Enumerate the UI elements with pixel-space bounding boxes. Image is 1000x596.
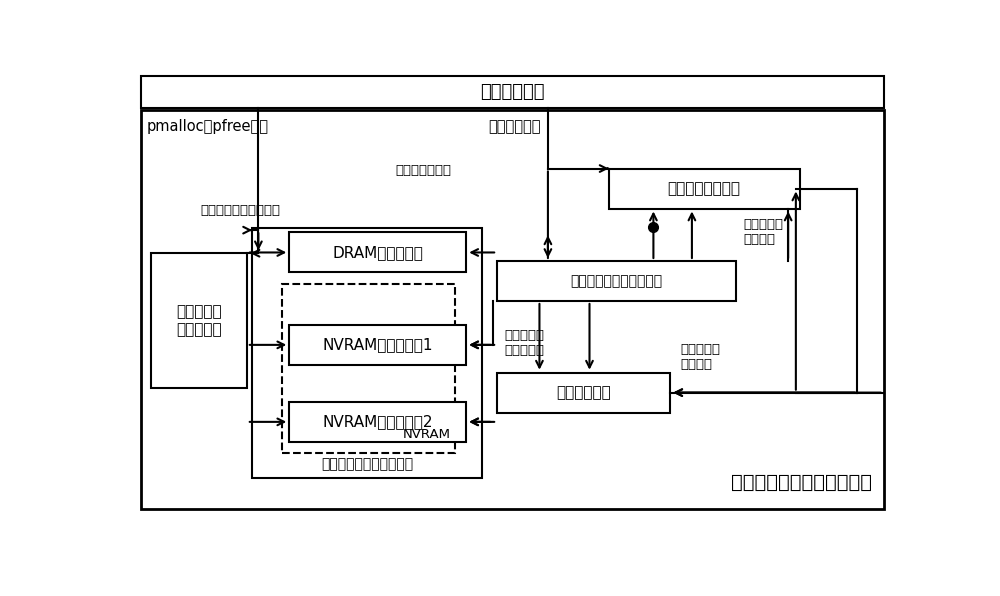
Bar bbox=[289, 402, 466, 442]
Text: 读写访问请求: 读写访问请求 bbox=[488, 119, 540, 134]
Bar bbox=[282, 284, 455, 454]
Bar bbox=[252, 228, 482, 478]
Text: 待备份页面
地址集合: 待备份页面 地址集合 bbox=[680, 343, 720, 371]
Text: 非易失数据版本管理模块: 非易失数据版本管理模块 bbox=[570, 274, 663, 288]
Text: 动态内存资源更新消息: 动态内存资源更新消息 bbox=[201, 204, 281, 218]
Text: NVRAM: NVRAM bbox=[403, 428, 451, 440]
Text: 页面地址集
合查询请求: 页面地址集 合查询请求 bbox=[505, 328, 545, 356]
Text: NVRAM非易失备份2: NVRAM非易失备份2 bbox=[322, 414, 433, 429]
Bar bbox=[609, 169, 800, 209]
Bar bbox=[141, 110, 884, 509]
Bar bbox=[497, 372, 670, 412]
Bar bbox=[497, 261, 736, 301]
Text: 动态非易失内存分配模块: 动态非易失内存分配模块 bbox=[321, 457, 413, 471]
Bar bbox=[289, 232, 466, 272]
Text: pmalloc或pfree请求: pmalloc或pfree请求 bbox=[147, 119, 269, 134]
Text: DRAM缓存资源池: DRAM缓存资源池 bbox=[332, 245, 423, 260]
Text: 非易失内存一致性更新系统: 非易失内存一致性更新系统 bbox=[731, 473, 872, 492]
Text: 更新周期管理模块: 更新周期管理模块 bbox=[668, 181, 741, 196]
Text: 动态非易失
内存分配器: 动态非易失 内存分配器 bbox=[176, 305, 222, 337]
Text: 一致性更新请求: 一致性更新请求 bbox=[395, 163, 451, 176]
Text: 访存监控模块: 访存监控模块 bbox=[556, 385, 611, 400]
Bar bbox=[151, 253, 247, 388]
Text: NVRAM非易失备份1: NVRAM非易失备份1 bbox=[322, 337, 433, 352]
Text: 用户应用程序: 用户应用程序 bbox=[480, 83, 545, 101]
Bar bbox=[289, 325, 466, 365]
Text: 一致性更新
结束通知: 一致性更新 结束通知 bbox=[744, 218, 784, 246]
Bar bbox=[141, 76, 884, 108]
